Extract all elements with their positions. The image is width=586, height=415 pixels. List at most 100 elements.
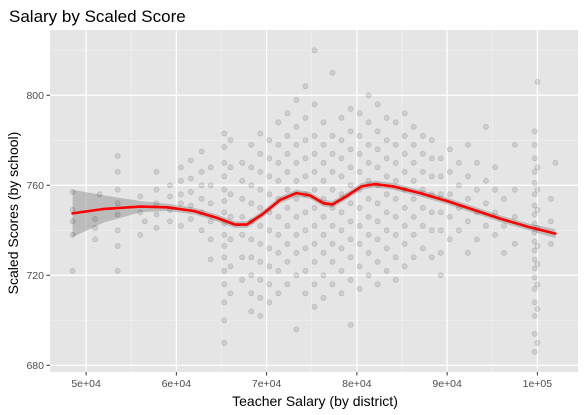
data-point: [534, 78, 541, 85]
data-point: [347, 182, 354, 189]
data-point: [419, 204, 426, 211]
data-point: [114, 227, 121, 234]
data-point: [311, 204, 318, 211]
data-point: [320, 119, 327, 126]
data-point: [329, 132, 336, 139]
y-tick-label: 760: [26, 180, 44, 192]
data-point: [365, 92, 372, 99]
data-point: [329, 204, 336, 211]
data-point: [531, 265, 538, 272]
data-point: [207, 236, 214, 243]
data-point: [248, 290, 255, 297]
data-point: [534, 186, 541, 193]
data-point: [511, 141, 518, 148]
data-point: [177, 177, 184, 184]
data-point: [137, 209, 144, 216]
data-point: [383, 114, 390, 121]
data-point: [311, 101, 318, 108]
data-point: [221, 254, 228, 261]
data-point: [207, 218, 214, 225]
data-point: [374, 236, 381, 243]
data-point: [114, 200, 121, 207]
data-point: [356, 240, 363, 247]
data-point: [284, 150, 291, 157]
data-point: [482, 200, 489, 207]
data-point: [198, 227, 205, 234]
data-point: [383, 267, 390, 274]
data-point: [227, 137, 234, 144]
data-point: [227, 290, 234, 297]
data-point: [198, 182, 205, 189]
data-point: [492, 164, 498, 171]
data-point: [311, 303, 318, 310]
data-point: [338, 245, 345, 252]
data-point: [410, 254, 417, 261]
data-point: [392, 276, 399, 283]
data-point: [293, 272, 300, 279]
data-point: [410, 213, 417, 220]
data-point: [227, 263, 234, 270]
data-point: [257, 312, 264, 319]
data-point: [177, 222, 184, 229]
data-point: [221, 144, 228, 150]
data-point: [473, 159, 480, 166]
data-point: [365, 272, 372, 279]
data-point: [531, 330, 538, 337]
data-point: [257, 294, 264, 301]
data-point: [428, 254, 435, 261]
data-point: [198, 195, 205, 202]
data-point: [302, 114, 309, 121]
data-point: [227, 191, 234, 198]
x-tick-label: 8e+04: [342, 378, 372, 390]
data-point: [284, 186, 291, 193]
data-point: [329, 258, 336, 265]
data-point: [410, 141, 417, 148]
data-point: [531, 238, 538, 245]
data-point: [531, 312, 538, 319]
data-point: [320, 294, 327, 301]
data-point: [437, 249, 444, 256]
data-point: [311, 47, 318, 54]
data-point: [114, 211, 121, 218]
data-point: [534, 306, 541, 312]
data-point: [347, 254, 354, 261]
data-point: [356, 110, 363, 117]
data-point: [338, 227, 345, 234]
data-point: [464, 249, 471, 256]
data-point: [227, 236, 234, 243]
chart-title: Salary by Scaled Score: [9, 7, 186, 26]
data-point: [320, 272, 327, 279]
data-point: [428, 227, 435, 234]
data-point: [69, 267, 76, 274]
data-point: [464, 173, 471, 180]
data-point: [492, 231, 498, 238]
data-point: [221, 317, 228, 324]
data-point: [531, 229, 538, 236]
data-point: [383, 191, 390, 198]
data-point: [338, 137, 345, 144]
data-point: [198, 168, 205, 175]
data-point: [284, 281, 291, 288]
data-point: [248, 141, 255, 148]
data-point: [239, 213, 246, 220]
data-point: [311, 168, 318, 175]
data-point: [347, 128, 354, 135]
data-point: [177, 164, 184, 171]
data-point: [548, 218, 554, 225]
data-point: [293, 213, 300, 220]
y-tick-label: 720: [26, 270, 44, 282]
data-point: [383, 227, 390, 234]
data-point: [383, 137, 390, 144]
data-point: [428, 173, 435, 180]
data-point: [187, 202, 194, 209]
data-point: [239, 177, 246, 184]
data-point: [548, 240, 554, 247]
data-point: [114, 153, 121, 159]
data-point: [293, 123, 300, 130]
data-point: [266, 263, 273, 270]
data-point: [365, 159, 372, 166]
data-point: [275, 267, 282, 274]
data-point: [275, 119, 282, 126]
data-point: [248, 272, 255, 279]
data-point: [419, 245, 426, 252]
